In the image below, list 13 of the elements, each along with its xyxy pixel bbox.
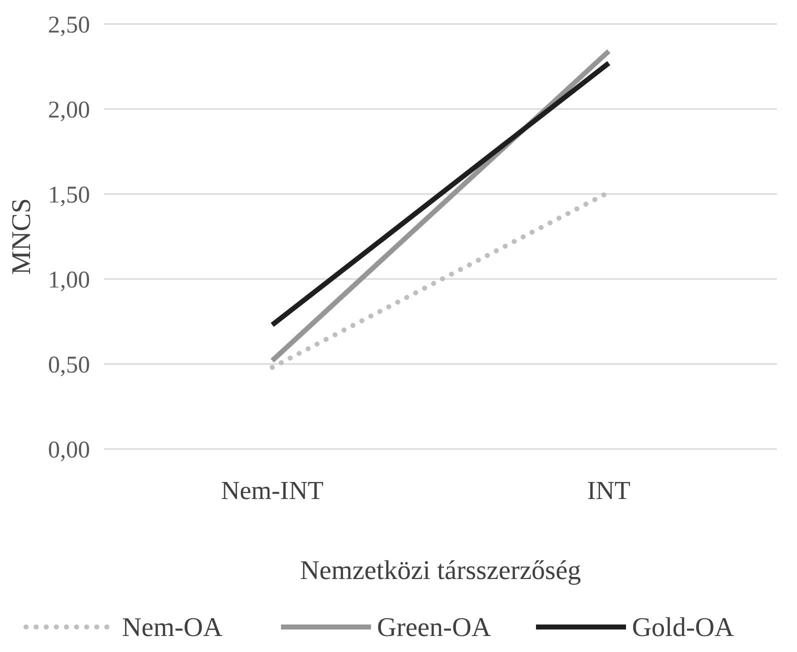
y-tick-label: 0,00 <box>48 437 90 464</box>
x-axis-title: Nemzetközi társszerzőség <box>300 555 582 585</box>
y-tick-label: 2,50 <box>48 12 90 38</box>
legend-label: Gold-OA <box>632 612 734 642</box>
y-tick-label: 0,50 <box>48 352 90 378</box>
y-tick-label: 1,50 <box>48 182 90 208</box>
legend-label: Green-OA <box>377 612 492 642</box>
y-axis-title: MNCS <box>6 198 36 275</box>
y-tick-label: 2,00 <box>48 97 90 124</box>
y-tick-label: 1,00 <box>48 267 90 294</box>
legend-label: Nem-OA <box>122 612 223 642</box>
x-tick-label: INT <box>587 476 631 505</box>
x-tick-label: Nem-INT <box>220 476 324 505</box>
